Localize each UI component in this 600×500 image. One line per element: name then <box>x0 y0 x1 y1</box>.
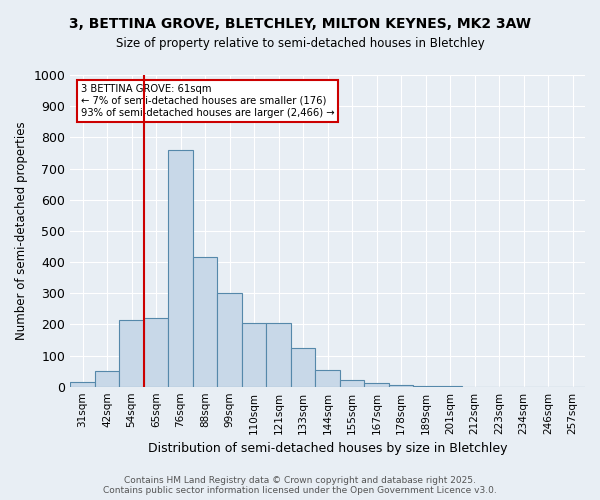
Text: Size of property relative to semi-detached houses in Bletchley: Size of property relative to semi-detach… <box>116 38 484 51</box>
Bar <box>340 380 364 386</box>
Y-axis label: Number of semi-detached properties: Number of semi-detached properties <box>15 122 28 340</box>
Bar <box>217 293 242 386</box>
Bar <box>266 323 291 386</box>
Text: 3, BETTINA GROVE, BLETCHLEY, MILTON KEYNES, MK2 3AW: 3, BETTINA GROVE, BLETCHLEY, MILTON KEYN… <box>69 18 531 32</box>
Text: Contains HM Land Registry data © Crown copyright and database right 2025.
Contai: Contains HM Land Registry data © Crown c… <box>103 476 497 495</box>
Bar <box>144 318 169 386</box>
X-axis label: Distribution of semi-detached houses by size in Bletchley: Distribution of semi-detached houses by … <box>148 442 508 455</box>
Bar <box>193 258 217 386</box>
Bar <box>169 150 193 386</box>
Bar <box>119 320 144 386</box>
Bar <box>364 383 389 386</box>
Bar <box>95 371 119 386</box>
Bar <box>291 348 316 387</box>
Bar <box>316 370 340 386</box>
Bar <box>389 385 413 386</box>
Text: 3 BETTINA GROVE: 61sqm
← 7% of semi-detached houses are smaller (176)
93% of sem: 3 BETTINA GROVE: 61sqm ← 7% of semi-deta… <box>80 84 334 117</box>
Bar <box>70 382 95 386</box>
Bar <box>242 323 266 386</box>
